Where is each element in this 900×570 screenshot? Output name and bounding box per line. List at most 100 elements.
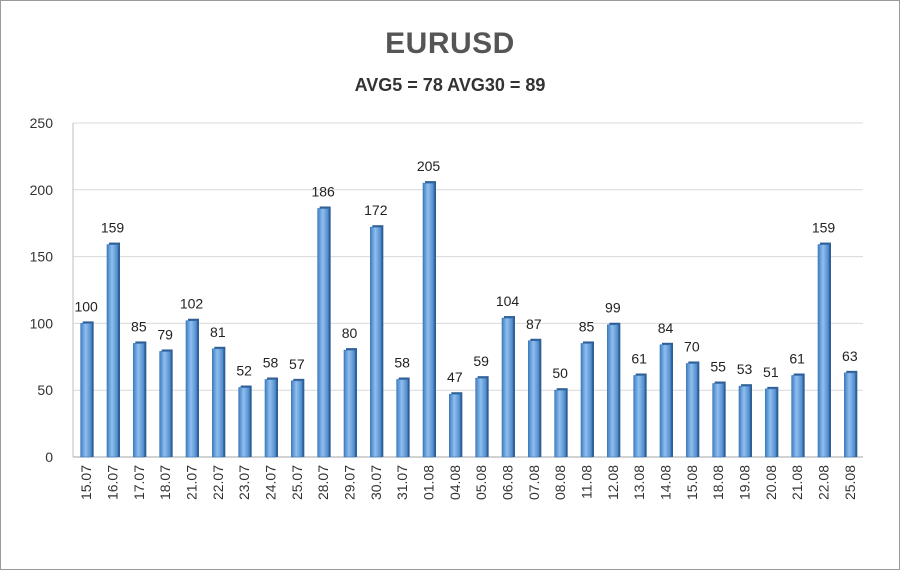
data-label: 50 (552, 365, 568, 381)
bar (738, 385, 751, 458)
y-tick-label: 150 (30, 249, 54, 265)
bar (501, 317, 514, 458)
bar (106, 244, 119, 458)
x-tick-label: 18.07 (157, 465, 173, 500)
data-label: 52 (236, 363, 252, 379)
y-axis: 0 50 100 150 200 250 (30, 115, 863, 465)
data-label: 159 (101, 220, 125, 236)
x-tick-label: 11.08 (579, 465, 595, 499)
data-label: 87 (526, 316, 542, 332)
y-tick-label: 50 (37, 382, 53, 398)
data-label: 104 (496, 293, 520, 309)
data-label: 47 (447, 369, 463, 385)
x-tick-label: 28.07 (315, 465, 331, 500)
y-tick-label: 250 (30, 115, 54, 131)
data-label: 85 (131, 318, 147, 334)
x-tick-label: 14.08 (658, 465, 674, 500)
x-tick-label: 15.07 (78, 465, 94, 500)
x-tick-label: 29.07 (342, 465, 358, 500)
data-label: 85 (579, 318, 595, 334)
x-tick-label: 18.08 (710, 465, 726, 500)
y-tick-label: 100 (30, 315, 54, 331)
data-label: 79 (157, 326, 173, 342)
x-tick-label: 07.08 (526, 465, 542, 500)
y-tick-label: 200 (30, 182, 54, 198)
x-tick-label: 06.08 (500, 465, 516, 500)
data-label: 99 (605, 300, 621, 316)
x-tick-label: 21.08 (789, 465, 805, 500)
data-label: 205 (417, 158, 441, 174)
x-tick-label: 23.07 (236, 465, 252, 500)
bar (580, 343, 593, 458)
x-tick-label: 15.08 (684, 465, 700, 500)
x-tick-label: 19.08 (737, 465, 753, 500)
data-label: 102 (180, 296, 204, 312)
bar (133, 343, 145, 458)
x-tick-label: 22.07 (210, 465, 226, 500)
bar (264, 379, 277, 458)
data-label: 80 (342, 325, 358, 341)
data-label: 70 (684, 338, 700, 354)
x-tick-label: 31.07 (394, 465, 410, 500)
x-tick-label: 13.08 (631, 465, 647, 500)
data-label: 61 (631, 351, 647, 367)
bar (449, 393, 461, 458)
data-label: 53 (737, 361, 753, 377)
data-label: 84 (658, 320, 674, 336)
chart-subtitle: AVG5 = 78 AVG30 = 89 (354, 75, 546, 95)
data-label: 61 (789, 351, 805, 367)
bar (317, 208, 329, 458)
x-axis: 15.07 16.07 17.07 18.07 21.07 22.07 23.07 24.07… (78, 465, 858, 500)
x-tick-label: 24.07 (263, 465, 279, 500)
bars: 100 159 85 79 102 81 52 58 57 186 80 172 58 205 47 59 10… (74, 158, 858, 458)
x-tick-label: 22.08 (816, 465, 832, 500)
x-tick-label: 16.07 (105, 465, 121, 500)
bar (633, 375, 645, 458)
bar (159, 351, 171, 458)
x-tick-label: 17.07 (131, 465, 147, 500)
data-label: 51 (763, 364, 779, 380)
x-tick-label: 20.08 (763, 465, 779, 500)
data-label: 55 (710, 359, 726, 375)
bar (765, 388, 777, 458)
bar (238, 387, 250, 458)
bar (686, 363, 698, 458)
x-tick-label: 25.08 (842, 465, 858, 500)
x-tick-label: 30.07 (368, 465, 384, 500)
bar (607, 324, 619, 458)
x-tick-label: 12.08 (605, 465, 621, 500)
data-label: 81 (210, 324, 226, 340)
bar (554, 389, 566, 458)
bar (712, 383, 724, 458)
bar (396, 379, 408, 458)
bar (475, 377, 487, 458)
x-tick-label: 25.07 (289, 465, 305, 500)
bar (370, 226, 382, 458)
bar (185, 320, 198, 458)
data-label: 57 (289, 356, 305, 372)
data-label: 59 (473, 353, 489, 369)
bar (817, 244, 830, 458)
data-label: 186 (311, 184, 335, 200)
x-tick-label: 01.08 (421, 465, 437, 500)
bar (343, 349, 356, 458)
data-label: 100 (74, 298, 98, 314)
bar (80, 323, 92, 458)
x-tick-label: 08.08 (552, 465, 568, 500)
x-tick-label: 21.07 (184, 465, 200, 500)
chart-title: EURUSD (385, 27, 515, 60)
data-label: 63 (842, 348, 858, 364)
data-label: 58 (394, 355, 410, 371)
bar (422, 182, 435, 458)
bar (528, 340, 540, 458)
y-tick-label: 0 (45, 449, 53, 465)
data-label: 58 (263, 355, 279, 371)
data-label: 172 (364, 202, 388, 218)
data-label: 159 (812, 220, 836, 236)
bar (659, 344, 672, 458)
x-tick-label: 04.08 (447, 465, 463, 500)
bar (791, 375, 803, 458)
bar (212, 348, 224, 458)
